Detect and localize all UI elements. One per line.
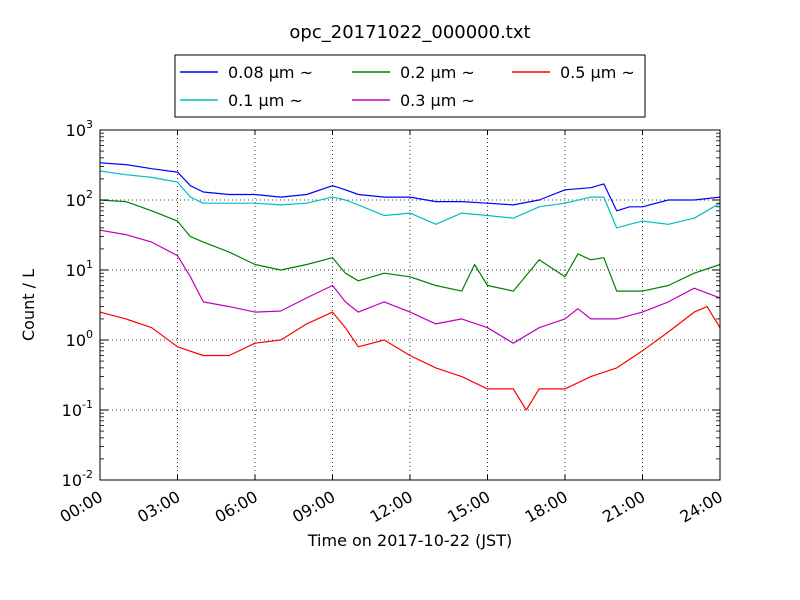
legend-label: 0.1 μm ~ — [228, 91, 303, 110]
y-tick-base: 10 — [66, 121, 86, 140]
y-tick-exponent: 2 — [86, 188, 93, 201]
y-tick-exponent: 3 — [86, 118, 93, 131]
y-tick-exponent: 1 — [86, 258, 93, 271]
y-tick-base: 10 — [66, 331, 86, 350]
series-line-5 — [99, 306, 721, 411]
y-tick-exponent: -2 — [82, 468, 93, 481]
series-line-3 — [99, 199, 721, 292]
y-tick-label: 10-1 — [62, 398, 93, 420]
series-line-2 — [99, 170, 721, 229]
series-lines — [99, 162, 721, 411]
legend-label: 0.3 μm ~ — [400, 91, 475, 110]
legend-box — [174, 54, 646, 118]
y-tick-exponent: -1 — [82, 398, 93, 411]
grid-lines — [100, 130, 720, 480]
series-line-4 — [99, 229, 721, 344]
legend-label: 0.08 μm ~ — [228, 63, 313, 82]
axis-ticks — [99, 129, 721, 481]
series-line-1 — [99, 162, 721, 212]
y-axis-label: Count / L — [19, 269, 38, 341]
y-tick-label: 100 — [66, 328, 93, 350]
legend-label: 0.2 μm ~ — [400, 63, 475, 82]
y-tick-base: 10 — [62, 471, 82, 490]
legend: 0.08 μm ~ 0.1 μm ~ 0.2 μm ~ 0.3 μm ~ 0.5 μm … — [174, 54, 646, 118]
y-tick-exponent: 0 — [86, 328, 93, 341]
y-tick-base: 10 — [66, 261, 86, 280]
chart-title: opc_20171022_000000.txt — [289, 22, 530, 43]
x-axis-label: Time on 2017-10-22 (JST) — [307, 531, 512, 550]
y-tick-label: 102 — [66, 188, 93, 210]
y-tick-label: 103 — [66, 118, 93, 140]
legend-label: 0.5 μm ~ — [560, 63, 635, 82]
y-tick-label: 10-2 — [62, 468, 93, 490]
y-tick-base: 10 — [66, 191, 86, 210]
y-tick-base: 10 — [62, 401, 82, 420]
y-tick-label: 101 — [66, 258, 93, 280]
